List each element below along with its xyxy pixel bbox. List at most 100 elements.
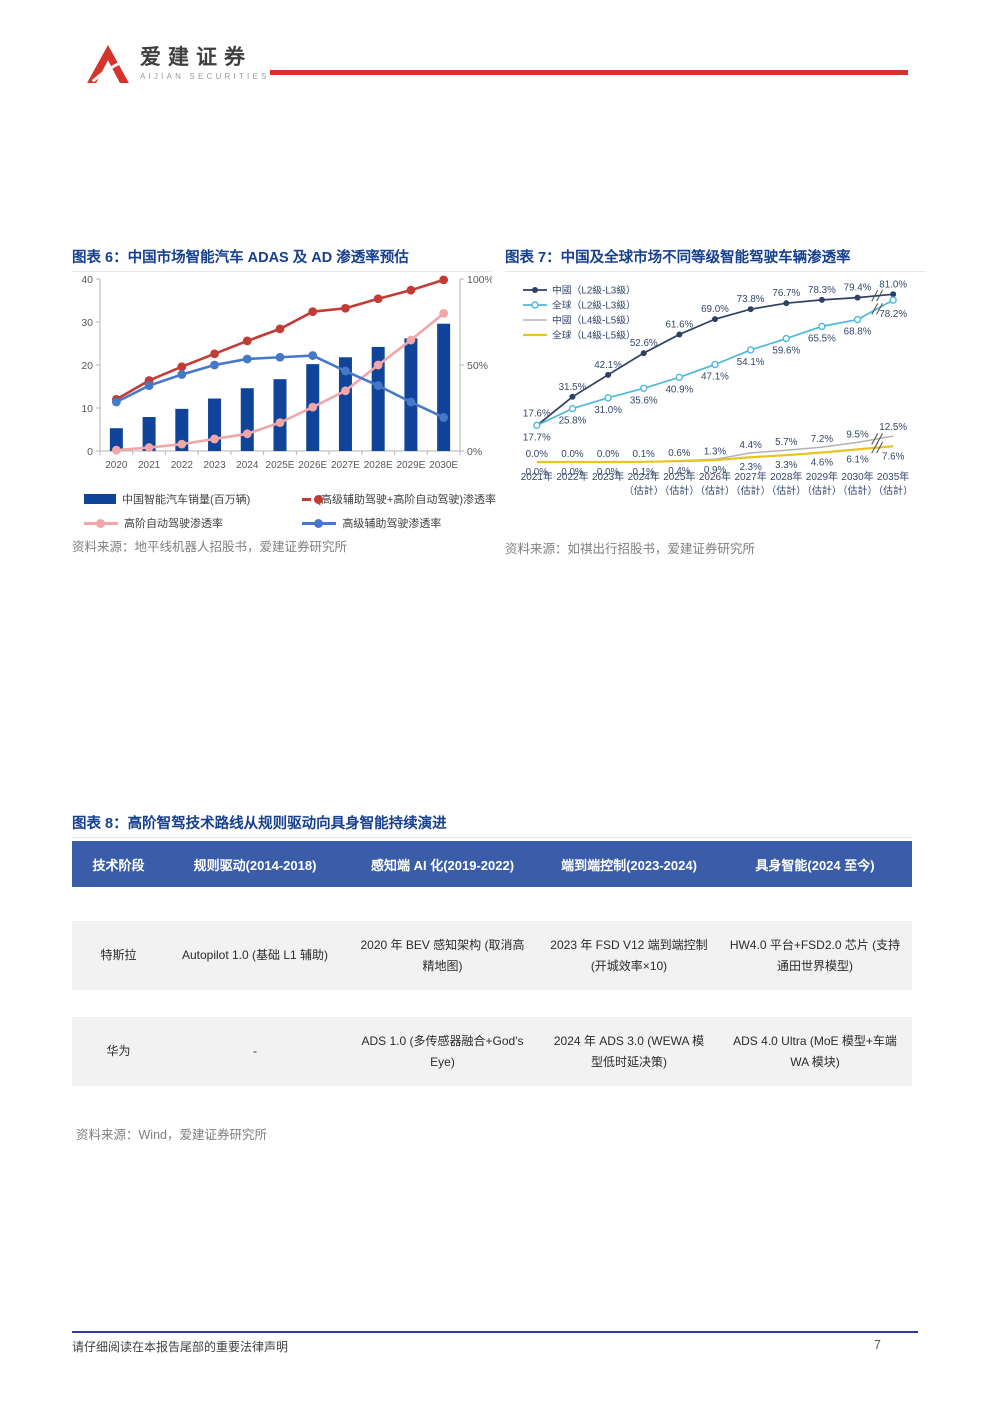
table-header-row: 技术阶段 规则驱动(2014-2018) 感知端 AI 化(2019-2022)… — [72, 841, 912, 887]
brand-logo: 爱建证券 AIJIAN SECURITIES — [86, 44, 270, 84]
line-swatch-icon — [302, 518, 337, 528]
line-swatch-icon — [84, 518, 118, 528]
table-cell: 特斯拉 — [100, 948, 137, 962]
svg-text:2035年: 2035年 — [877, 470, 909, 483]
svg-text:65.5%: 65.5% — [808, 333, 836, 344]
svg-text:2022: 2022 — [171, 460, 194, 471]
svg-text:78.2%: 78.2% — [879, 309, 907, 320]
line-swatch-icon — [302, 494, 324, 504]
figure7-source: 资料来源：如祺出行招股书，爱建证券研究所 — [505, 542, 756, 556]
svg-text:0.0%: 0.0% — [526, 449, 549, 460]
table-header-cell: 端到端控制(2023-2024) — [561, 857, 697, 873]
svg-text:2026年: 2026年 — [699, 470, 731, 483]
svg-text:2.3%: 2.3% — [739, 462, 762, 473]
table-cell: Autopilot 1.0 (基础 L1 辅助) — [181, 948, 329, 962]
svg-text:全球（L2級-L3級）: 全球（L2級-L3級） — [552, 299, 636, 312]
svg-text:2021年: 2021年 — [521, 470, 553, 483]
svg-text:31.5%: 31.5% — [559, 382, 587, 393]
svg-text:30: 30 — [81, 317, 93, 329]
svg-text:73.8%: 73.8% — [737, 294, 765, 305]
svg-text:2024: 2024 — [236, 460, 259, 471]
svg-text:（估計）: （估計） — [695, 484, 735, 497]
svg-text:17.7%: 17.7% — [523, 432, 551, 443]
table-header-cell: 感知端 AI 化(2019-2022) — [370, 857, 515, 873]
svg-text:（估計）: （估計） — [802, 484, 842, 497]
footer-rule — [72, 1331, 918, 1333]
svg-text:2023年: 2023年 — [592, 470, 624, 483]
table-header-cell: 规则驱动(2014-2018) — [193, 857, 317, 873]
legend-label: 中国智能汽车销量(百万辆) — [122, 494, 251, 506]
svg-text:2026E: 2026E — [298, 460, 327, 471]
svg-text:2020: 2020 — [105, 460, 128, 471]
footer-disclaimer: 请仔细阅读在本报告尾部的重要法律声明 — [72, 1340, 289, 1354]
svg-text:40.9%: 40.9% — [665, 384, 693, 395]
svg-text:76.7%: 76.7% — [772, 288, 800, 299]
svg-text:5.7%: 5.7% — [775, 437, 798, 448]
svg-text:（估計）: （估計） — [766, 484, 806, 497]
legend-item-adas-ad-penetration: (高级辅助驾驶+高阶自动驾驶)渗透率 — [302, 491, 496, 507]
figure7-title: 图表 7：中国及全球市场不同等级智能驾驶车辆渗透率 — [505, 246, 925, 272]
figure6-chart: 0 10 20 30 40 0% 50% 100% 2020 2021 2022 2023 2024 20… — [81, 274, 492, 471]
figure7-chart: 17.6% 31.5% 42.1% 52.6% 61.6% 69.0% 73.8% 76.7%… — [521, 279, 913, 497]
svg-text:4.4%: 4.4% — [739, 440, 762, 451]
svg-text:（估計）: （估計） — [838, 484, 878, 497]
table-header-cell: 具身智能(2024 至今) — [755, 857, 875, 873]
svg-text:2028E: 2028E — [364, 460, 393, 471]
figure6-title: 图表 6：中国市场智能汽车 ADAS 及 AD 渗透率预估 — [72, 246, 492, 272]
svg-text:12.5%: 12.5% — [879, 422, 907, 433]
aijian-logo-mark-icon — [87, 44, 129, 84]
svg-text:35.6%: 35.6% — [630, 395, 658, 406]
table-cell: 华为 — [106, 1044, 131, 1058]
figure8-table: 技术阶段 规则驱动(2014-2018) 感知端 AI 化(2019-2022)… — [72, 841, 912, 1086]
svg-text:2030年: 2030年 — [841, 470, 873, 483]
svg-text:52.6%: 52.6% — [630, 338, 658, 349]
svg-text:50%: 50% — [467, 360, 488, 372]
table-spacer — [72, 887, 912, 921]
svg-text:2030E: 2030E — [429, 460, 458, 471]
svg-text:2025E: 2025E — [266, 460, 295, 471]
svg-text:59.6%: 59.6% — [772, 346, 800, 357]
svg-text:17.6%: 17.6% — [523, 409, 551, 420]
svg-text:2021: 2021 — [138, 460, 161, 471]
svg-text:0.0%: 0.0% — [561, 467, 584, 478]
svg-text:2027E: 2027E — [331, 460, 360, 471]
svg-text:2023: 2023 — [203, 460, 226, 471]
svg-text:（估計）: （估計） — [731, 484, 771, 497]
svg-text:0.0%: 0.0% — [561, 449, 584, 460]
legend-item-ad-penetration: 高阶自动驾驶渗透率 — [84, 515, 302, 531]
svg-text:2022年: 2022年 — [556, 470, 588, 483]
svg-text:2029E: 2029E — [396, 460, 425, 471]
svg-text:4.6%: 4.6% — [811, 457, 834, 468]
table-cell: ADS 1.0 (多传感器融合+God's Eye) — [361, 1033, 524, 1069]
table-cell: ADS 4.0 Ultra (MoE 模型+车端 WA 模块) — [733, 1033, 897, 1069]
page-number: 7 — [874, 1338, 881, 1352]
svg-text:（估計）: （估計） — [873, 484, 913, 497]
svg-text:中國（L2級-L3級）: 中國（L2級-L3級） — [552, 284, 636, 297]
svg-text:40: 40 — [81, 274, 93, 286]
header-rule — [270, 70, 908, 75]
svg-text:2027年: 2027年 — [735, 470, 767, 483]
table-cell: HW4.0 平台+FSD2.0 芯片 (支持通田世界模型) — [729, 937, 901, 973]
svg-text:7.2%: 7.2% — [811, 434, 834, 445]
table-spacer — [72, 990, 912, 1017]
table-header-cell: 技术阶段 — [92, 857, 145, 873]
svg-text:0.0%: 0.0% — [597, 449, 620, 460]
svg-text:25.8%: 25.8% — [559, 416, 587, 427]
svg-text:81.0%: 81.0% — [879, 279, 907, 290]
legend-item-sales: 中国智能汽车销量(百万辆) — [84, 491, 302, 507]
svg-text:42.1%: 42.1% — [594, 360, 622, 371]
svg-text:0.1%: 0.1% — [633, 449, 656, 460]
svg-text:全球（L4級-L5級）: 全球（L4級-L5級） — [552, 329, 636, 342]
svg-text:3.3%: 3.3% — [775, 460, 798, 471]
brand-name-en: AIJIAN SECURITIES — [140, 72, 270, 81]
svg-text:0.1%: 0.1% — [633, 467, 656, 478]
svg-text:0: 0 — [87, 446, 93, 458]
legend-label: (高级辅助驾驶+高阶自动驾驶)渗透率 — [317, 494, 496, 506]
figure6-legend: 中国智能汽车销量(百万辆) (高级辅助驾驶+高阶自动驾驶)渗透率 高阶自动驾驶渗… — [84, 491, 496, 531]
svg-text:54.1%: 54.1% — [737, 357, 765, 368]
table-row-tesla: 特斯拉 Autopilot 1.0 (基础 L1 辅助) 2020 年 BEV … — [72, 921, 912, 990]
figure8-source: 资料来源：Wind，爱建证券研究所 — [76, 1128, 267, 1142]
svg-text:0%: 0% — [467, 446, 482, 458]
legend-label: 高阶自动驾驶渗透率 — [124, 518, 223, 530]
svg-text:69.0%: 69.0% — [701, 304, 729, 315]
